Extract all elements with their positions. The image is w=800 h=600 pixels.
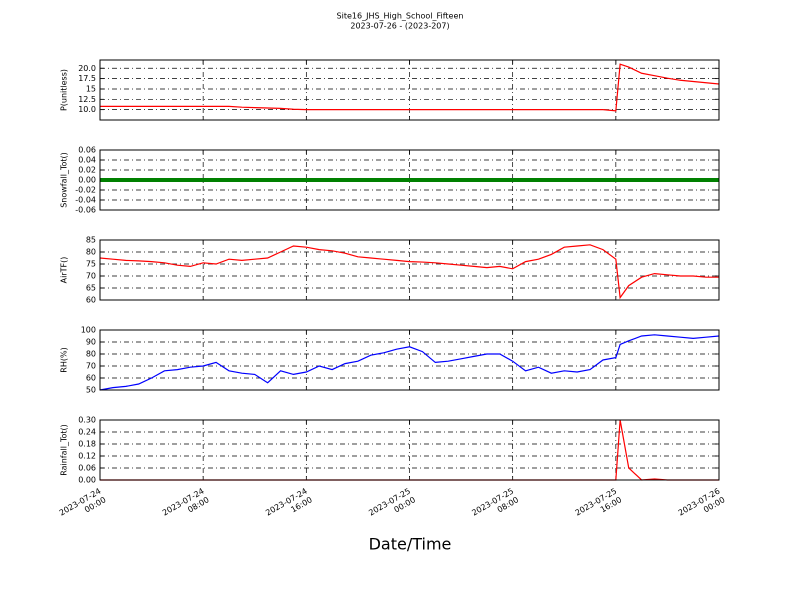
plot-frame <box>99 149 720 211</box>
chart-title: Site16_JHS_High_School_Fifteen <box>337 12 464 21</box>
x-tick-label: 2023-07-2516:00 <box>573 486 623 526</box>
y-tick-label: 0.18 <box>78 440 96 449</box>
y-tick-label: 70 <box>86 272 96 281</box>
y-tick-label: 0.06 <box>78 146 96 155</box>
y-tick-label: 0.12 <box>78 452 96 461</box>
y-axis-label: AirTF() <box>60 257 69 284</box>
data-line <box>99 244 719 300</box>
plot-frame <box>99 239 720 301</box>
y-tick-label: 17.5 <box>78 74 96 83</box>
y-axis-label: Snowfall_Tot() <box>60 152 69 208</box>
data-line <box>100 63 720 112</box>
y-tick-label: 60 <box>86 374 96 383</box>
plot-frame <box>99 419 720 481</box>
y-tick-label: 0.30 <box>78 416 96 425</box>
y-tick-label: 80 <box>86 350 96 359</box>
y-tick-label: -0.02 <box>75 186 96 195</box>
y-tick-label: 90 <box>86 338 96 347</box>
y-tick-label: 12.5 <box>78 95 96 104</box>
y-axis-label: Rainfall_Tot() <box>60 424 69 476</box>
y-axis-label: P(unitless) <box>60 69 69 111</box>
y-tick-label: 70 <box>86 362 96 371</box>
x-tick-label: 2023-07-2400:00 <box>57 486 107 526</box>
y-tick-label: 50 <box>86 386 96 395</box>
y-tick-label: 15 <box>86 84 96 93</box>
y-tick-label: 20.0 <box>78 64 96 73</box>
x-tick-label: 2023-07-2600:00 <box>676 486 726 526</box>
y-tick-label: 0.00 <box>78 476 96 485</box>
y-tick-label: 0.00 <box>78 176 96 185</box>
y-tick-label: 75 <box>86 260 96 269</box>
y-tick-label: 0.02 <box>78 166 96 175</box>
y-tick-label: 60 <box>86 296 96 305</box>
y-tick-label: 10.0 <box>78 105 96 114</box>
x-axis-label: Date/Time <box>369 535 452 554</box>
x-tick-label: 2023-07-2508:00 <box>470 486 520 526</box>
x-tick-label: 2023-07-2416:00 <box>264 486 314 526</box>
y-tick-label: -0.06 <box>75 206 96 215</box>
y-tick-label: -0.04 <box>75 196 96 205</box>
y-tick-label: 65 <box>86 284 96 293</box>
plot-frame <box>99 59 720 121</box>
y-tick-label: 100 <box>81 326 96 335</box>
y-tick-label: 85 <box>86 236 96 245</box>
data-line <box>99 334 720 391</box>
y-tick-label: 0.04 <box>78 156 96 165</box>
x-tick-label: 2023-07-2408:00 <box>161 486 211 526</box>
y-tick-label: 0.06 <box>78 464 96 473</box>
y-axis-label: RH(%) <box>60 347 69 372</box>
y-tick-label: 0.24 <box>78 428 96 437</box>
x-tick-label: 2023-07-2500:00 <box>367 486 417 526</box>
chart-subtitle: 2023-07-26 - (2023-207) <box>350 22 449 31</box>
plot-frame <box>99 329 720 391</box>
y-tick-label: 80 <box>86 248 96 257</box>
